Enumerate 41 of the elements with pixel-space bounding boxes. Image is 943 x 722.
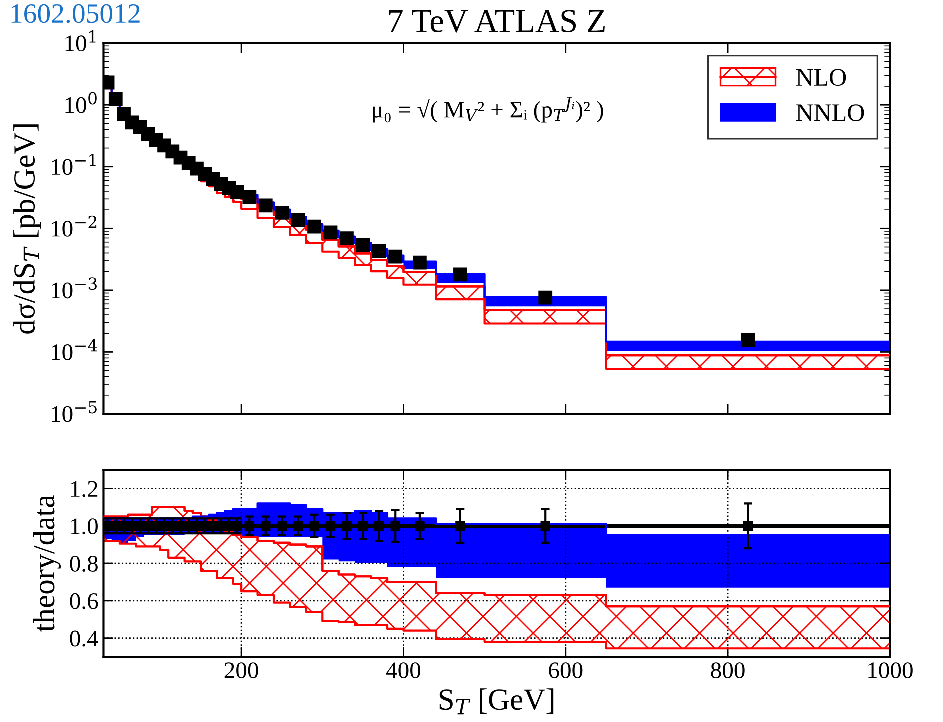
y-tick-label: 1.0 <box>71 518 98 535</box>
point <box>372 244 386 258</box>
point <box>412 256 427 270</box>
y-tick-label: 10$^{1}$ <box>66 30 96 52</box>
point <box>324 226 338 240</box>
point <box>291 213 306 227</box>
legend-label: NLO <box>796 69 846 86</box>
legend-label: NNLO <box>796 104 864 122</box>
point <box>242 190 257 204</box>
text: 1602.05012 <box>12 4 140 24</box>
y-tick-label: 0.8 <box>70 556 98 572</box>
y-tick-label: 1.2 <box>71 481 98 498</box>
point <box>308 220 322 234</box>
y-tick-label: 10$^{−2}$ <box>52 216 97 237</box>
x-tick-label: 1000 <box>868 662 913 678</box>
point <box>356 238 370 252</box>
point <box>258 198 273 213</box>
point <box>340 232 354 246</box>
y-axis-title: theory/data <box>33 495 62 632</box>
y-tick-label: 10$^{−3}$ <box>52 278 97 299</box>
point <box>108 92 123 106</box>
y-tick-label: 10$^{−1}$ <box>52 154 96 176</box>
point <box>275 206 290 220</box>
y-tick-label: 10$^{−4}$ <box>52 339 98 360</box>
y-tick-label: 10$^{−5}$ <box>52 401 97 422</box>
x-tick-label: 600 <box>549 662 583 678</box>
chart-title: 7 TeV ATLAS Z <box>389 10 605 33</box>
x-tick-label: 400 <box>386 662 421 678</box>
y-tick-label: 0.4 <box>70 630 98 647</box>
y-tick-label: 0.6 <box>70 593 98 610</box>
point <box>230 185 244 200</box>
x-axis-title: S$_{T}$ [GeV] <box>440 688 554 715</box>
y-axis-title: dσ/dS$_{T}$ [pb/GeV] <box>14 124 42 334</box>
point <box>741 334 756 348</box>
point <box>388 250 403 264</box>
point <box>454 268 468 282</box>
x-tick-label: 200 <box>224 662 258 678</box>
y-tick-label: 10$^{0}$ <box>66 92 97 114</box>
x-tick-label: 800 <box>711 662 745 678</box>
annotation: μ₀ = √( M$_{V}$² + Σᵢ (p$_{T}$$^{Jᵢ}$)² ) <box>373 97 604 123</box>
point <box>538 290 553 305</box>
